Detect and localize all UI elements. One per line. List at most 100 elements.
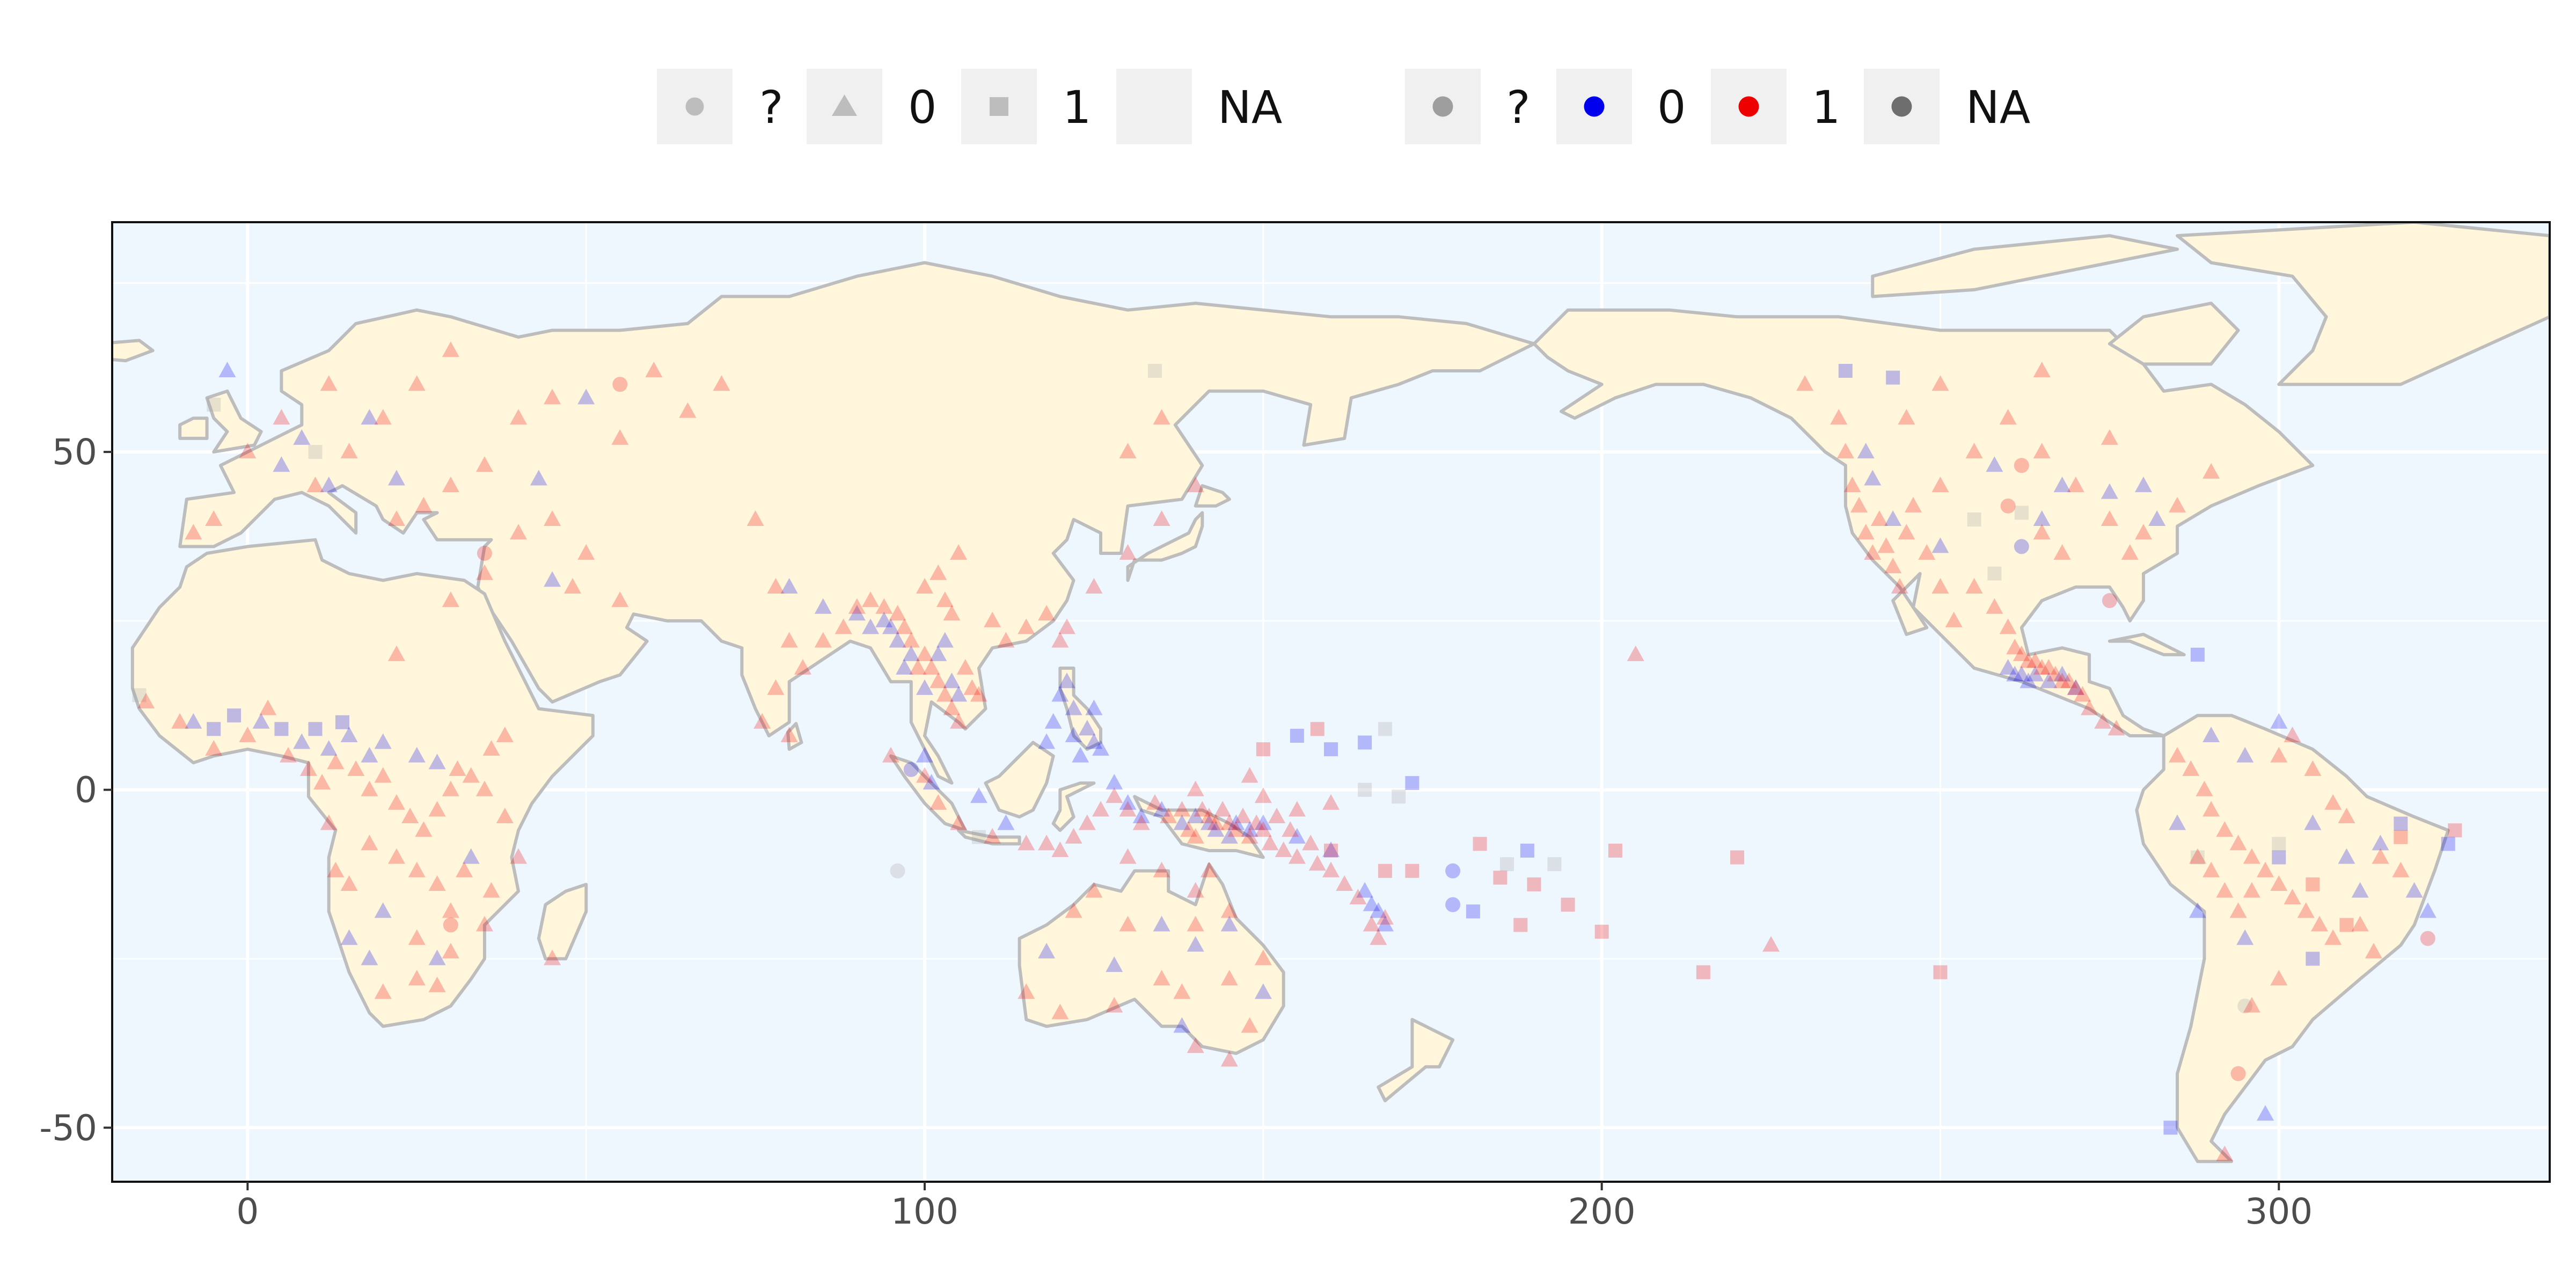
data-point-1 xyxy=(2284,889,2301,905)
legend-label-shape-na: NA xyxy=(1218,81,1283,134)
data-point-unknown xyxy=(971,830,986,844)
data-point-1 xyxy=(1119,443,1137,459)
data-point-1 xyxy=(1018,835,1035,851)
data-point-1 xyxy=(2216,821,2234,837)
data-point-1 xyxy=(2257,861,2274,877)
data-point-1 xyxy=(1268,808,1286,824)
data-point-0 xyxy=(1119,794,1137,810)
data-point-0 xyxy=(361,747,378,763)
landmass-cuba xyxy=(2107,633,2186,656)
data-point-1 xyxy=(2270,747,2288,763)
data-point-1 xyxy=(2270,970,2288,986)
data-point-1 xyxy=(482,882,500,898)
legend: ? 0 1 NA ? 0 1 NA xyxy=(0,67,2576,148)
data-point-1 xyxy=(1282,821,1299,837)
data-point-1 xyxy=(2081,699,2098,715)
data-point-1 xyxy=(997,632,1015,648)
data-point-1 xyxy=(2311,916,2329,932)
data-point-1 xyxy=(2216,1145,2234,1161)
data-point-1 xyxy=(2394,830,2408,844)
data-point-1 xyxy=(1180,821,1198,837)
data-point-1 xyxy=(930,672,947,689)
data-point-1 xyxy=(1254,821,1272,837)
data-point-unknown xyxy=(1967,513,1981,527)
data-point-1 xyxy=(2351,916,2369,932)
data-point-1 xyxy=(835,618,852,634)
triangle-icon xyxy=(832,94,857,116)
data-point-1 xyxy=(2202,861,2220,877)
x-tick-label: 300 xyxy=(2245,1191,2312,1232)
data-point-1 xyxy=(984,611,1001,627)
data-point-1 xyxy=(475,564,493,580)
data-point-1 xyxy=(611,591,629,608)
data-point-1 xyxy=(2169,747,2186,763)
data-point-1 xyxy=(387,510,405,526)
data-point-1 xyxy=(475,780,493,796)
data-point-unknown xyxy=(2237,998,2253,1014)
data-point-1 xyxy=(1194,801,1211,817)
data-point-0 xyxy=(997,814,1015,830)
data-point-0 xyxy=(374,902,392,918)
data-point-1 xyxy=(1999,618,2017,634)
data-point-0 xyxy=(862,618,880,634)
data-point-1 xyxy=(2046,665,2064,682)
data-point-0 xyxy=(896,659,913,675)
data-point-1 xyxy=(442,591,459,608)
data-point-1 xyxy=(950,814,968,830)
data-point-1 xyxy=(1187,828,1204,844)
data-point-1 xyxy=(510,409,527,425)
data-point-1 xyxy=(477,545,492,561)
data-point-0 xyxy=(1838,364,1853,378)
legend-label-shape-0: 0 xyxy=(908,81,937,134)
legend-label-color-na: NA xyxy=(1966,81,2031,134)
data-point-1 xyxy=(1696,965,1710,979)
landmass-japan xyxy=(1126,511,1204,582)
data-point-1 xyxy=(943,605,961,621)
data-point-1 xyxy=(185,524,202,540)
y-tick-label: 50 xyxy=(52,431,97,473)
data-point-1 xyxy=(1200,808,1218,824)
data-point-0 xyxy=(2101,483,2118,499)
data-point-0 xyxy=(2272,850,2286,865)
data-point-0 xyxy=(2067,679,2084,695)
data-point-1 xyxy=(1336,875,1353,891)
data-point-0 xyxy=(1886,370,1900,385)
data-point-1 xyxy=(1870,510,1888,526)
data-point-0 xyxy=(293,733,311,749)
data-point-1 xyxy=(1153,861,1170,877)
data-point-1 xyxy=(2297,902,2315,918)
data-point-1 xyxy=(2182,760,2200,776)
data-point-0 xyxy=(1376,916,1394,932)
data-point-0 xyxy=(780,577,798,594)
panel-border xyxy=(111,221,2551,1183)
data-point-1 xyxy=(449,760,466,776)
data-point-0 xyxy=(1254,983,1272,999)
data-point-1 xyxy=(1153,970,1170,986)
data-point-1 xyxy=(747,510,764,526)
data-point-0 xyxy=(1058,672,1075,689)
data-point-0 xyxy=(1106,774,1123,790)
data-point-0 xyxy=(2026,665,2044,682)
data-point-1 xyxy=(2102,593,2117,609)
data-point-1 xyxy=(2101,510,2118,526)
data-point-1 xyxy=(2420,931,2435,946)
data-point-0 xyxy=(1173,1017,1191,1033)
data-point-1 xyxy=(374,767,392,783)
data-point-1 xyxy=(2101,429,2118,445)
landmass-north-america xyxy=(1532,308,2315,737)
data-point-1 xyxy=(1986,598,2003,614)
data-point-unknown xyxy=(132,688,147,702)
grey-dot-icon xyxy=(1432,96,1453,117)
landmass-sulawesi xyxy=(1051,781,1096,832)
landmass-africa xyxy=(130,538,595,1028)
data-point-0 xyxy=(1254,814,1272,830)
data-point-1 xyxy=(320,375,338,391)
data-point-1 xyxy=(1898,524,1915,540)
x-tick-label: 200 xyxy=(1568,1191,1636,1232)
data-point-1 xyxy=(1153,409,1170,425)
data-point-0 xyxy=(361,949,378,965)
data-point-0 xyxy=(902,645,920,661)
square-icon xyxy=(990,97,1008,116)
data-point-0 xyxy=(530,470,547,486)
data-point-0 xyxy=(2012,665,2030,682)
